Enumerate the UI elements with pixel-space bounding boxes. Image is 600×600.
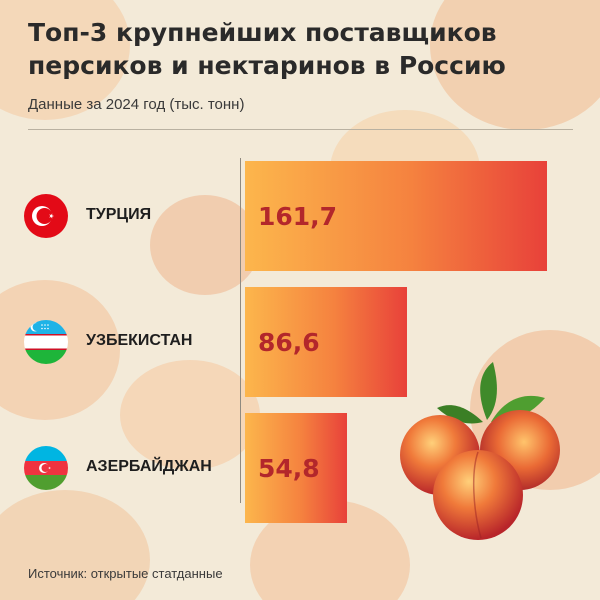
bar-row: ТУРЦИЯ 161,7: [0, 161, 600, 271]
header-divider: [28, 129, 573, 130]
category-axis-line: [240, 158, 241, 503]
bar-row: АЗЕРБАЙДЖАН 54,8: [0, 413, 600, 523]
category-label: ТУРЦИЯ: [86, 206, 152, 223]
title-line-1: Топ-3 крупнейших поставщиков: [28, 18, 497, 47]
bar-azerbaijan: [245, 413, 347, 523]
bar-uzbekistan: [245, 287, 407, 397]
bar-value-label: 54,8: [258, 454, 320, 483]
source-note: Источник: открытые статданные: [28, 566, 223, 581]
azerbaijan-flag-icon: [24, 446, 68, 490]
bar-turkey: [245, 161, 547, 271]
bar-value-label: 86,6: [258, 328, 320, 357]
background-peach-blob: [120, 360, 260, 470]
turkey-flag-icon: [24, 194, 68, 238]
bar-row: УЗБЕКИСТАН 86,6: [0, 287, 600, 397]
bar-value-label: 161,7: [258, 202, 338, 231]
uzbekistan-flag-icon: [24, 320, 68, 364]
chart-subtitle: Данные за 2024 год (тыс. тонн): [28, 96, 245, 113]
chart-title: Топ-3 крупнейших поставщиков персиков и …: [28, 16, 588, 82]
category-label: АЗЕРБАЙДЖАН: [86, 458, 212, 475]
category-label: УЗБЕКИСТАН: [86, 332, 193, 349]
background-peach-blob: [150, 195, 260, 295]
title-line-2: персиков и нектаринов в Россию: [28, 51, 506, 80]
peaches-icon: [395, 360, 575, 545]
